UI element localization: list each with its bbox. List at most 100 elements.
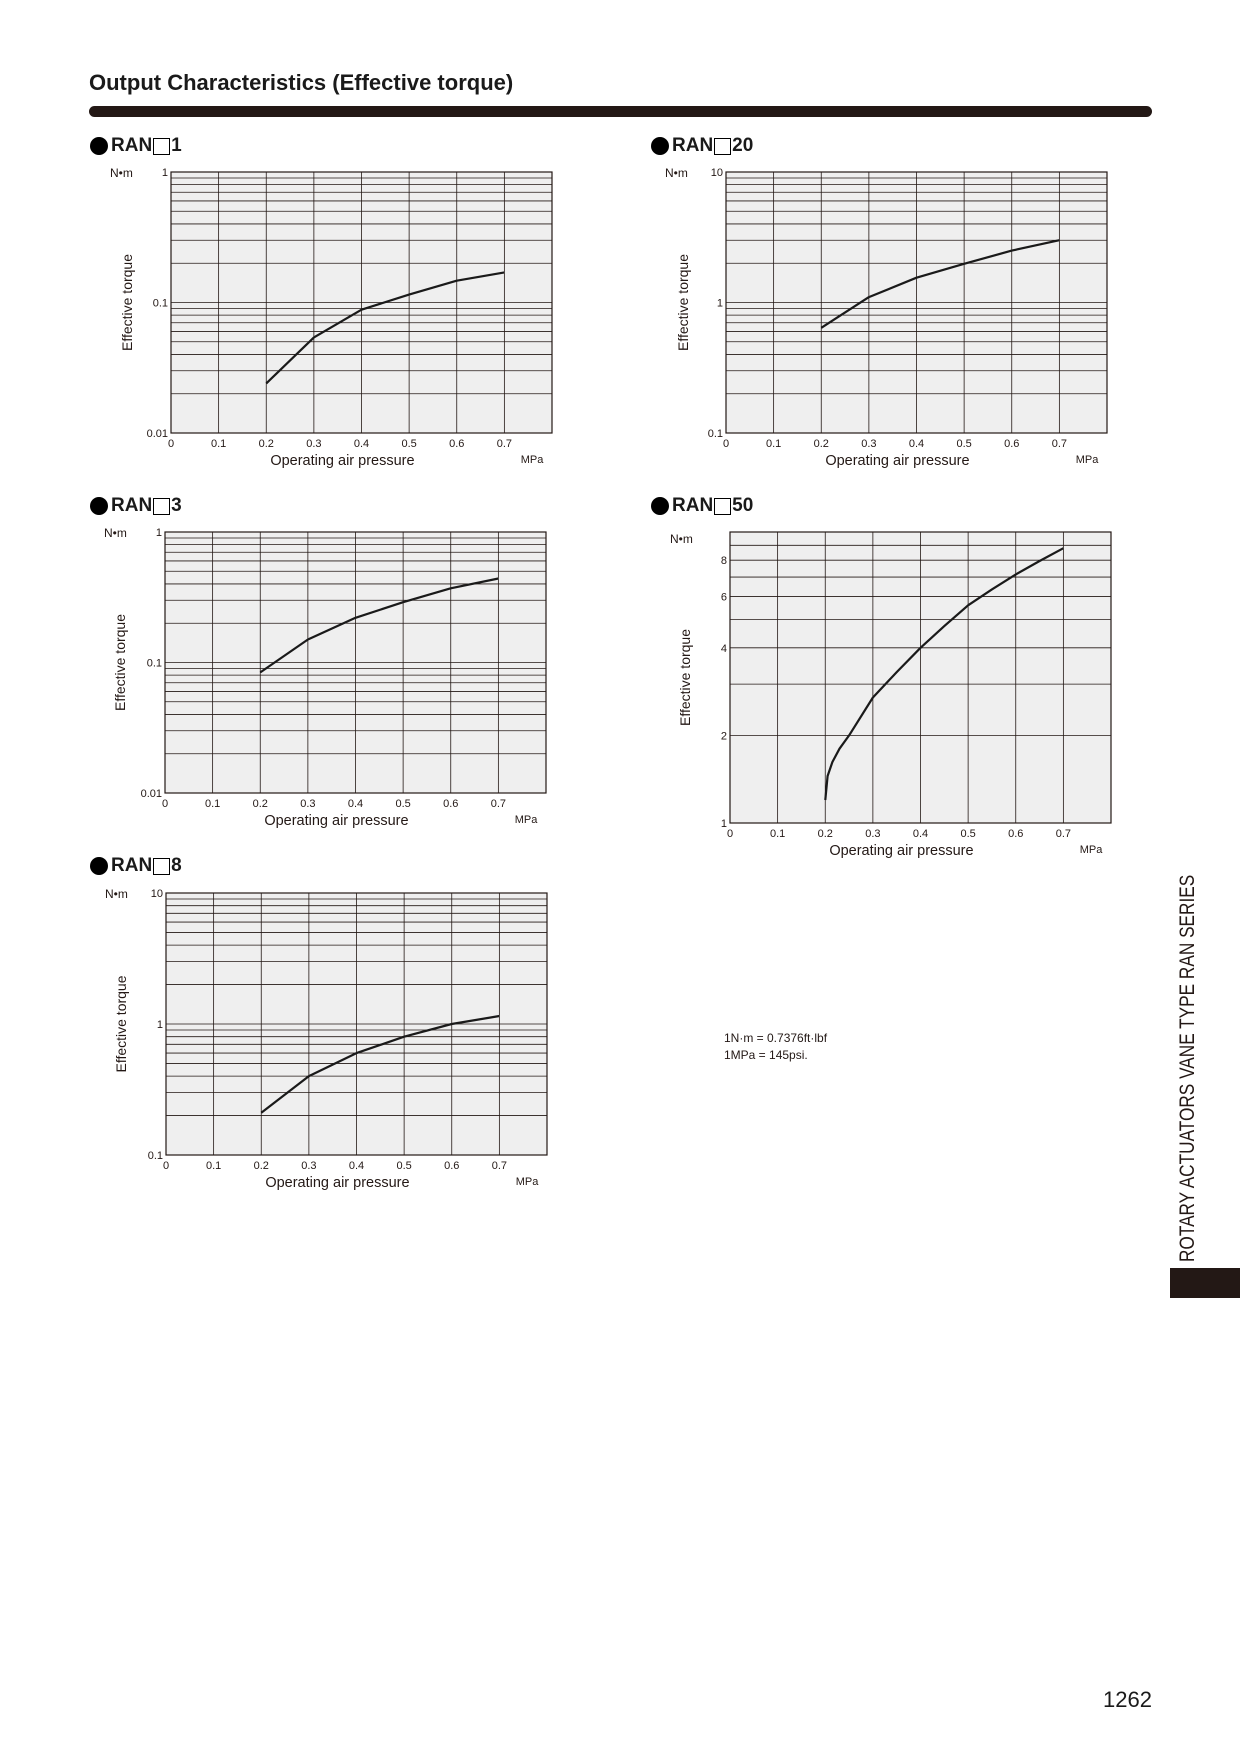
model-size: 3 (171, 495, 182, 516)
y-axis-label: Effective torque (119, 254, 135, 351)
x-tick-label: 0.4 (348, 798, 363, 810)
y-tick-label: 0.1 (148, 1150, 163, 1162)
y-tick-label: 10 (711, 167, 723, 179)
model-prefix: RAN (672, 495, 714, 516)
y-tick-label: 0.01 (141, 788, 162, 800)
y-tick-label: 0.1 (147, 658, 162, 670)
x-axis-label: Operating air pressure (264, 813, 408, 829)
x-unit-label: MPa (521, 454, 545, 466)
torque-curve (260, 1014, 500, 1114)
x-tick-label: 0.2 (814, 438, 829, 450)
x-tick-label: 0.7 (1052, 438, 1067, 450)
x-tick-label: 0.4 (349, 1160, 364, 1172)
y-tick-label: 10 (151, 888, 163, 900)
chart-heading: RAN 3 (90, 495, 182, 517)
model-size: 8 (171, 855, 182, 876)
torque-curve (265, 271, 505, 385)
series-side-label: ROTARY ACTUATORS VANE TYPE RAN SERIES (1176, 874, 1199, 1262)
y-tick-label: 1 (156, 527, 162, 539)
y-axis-label: Effective torque (113, 975, 129, 1072)
x-tick-label: 0.1 (205, 798, 220, 810)
x-tick-label: 0.6 (1008, 828, 1023, 840)
x-tick-label: 0.5 (401, 438, 416, 450)
x-tick-label: 0 (727, 828, 733, 840)
bullet-icon (90, 137, 108, 155)
model-prefix: RAN (111, 135, 153, 156)
x-tick-label: 0.4 (909, 438, 924, 450)
variant-box-icon (153, 497, 171, 515)
y-tick-label: 1 (721, 818, 727, 830)
y-tick-label: 8 (721, 555, 727, 567)
page-number: 1262 (1103, 1687, 1152, 1712)
x-tick-label: 0 (162, 798, 168, 810)
x-tick-label: 0.6 (444, 1160, 459, 1172)
bullet-icon (651, 137, 669, 155)
x-tick-label: 0 (168, 438, 174, 450)
y-tick-label: 1 (162, 167, 168, 179)
y-tick-label: 0.1 (708, 428, 723, 440)
x-tick-label: 0.3 (300, 798, 315, 810)
x-gridlines (212, 532, 499, 793)
y-tick-label: 2 (721, 730, 727, 742)
model-size: 1 (171, 135, 182, 156)
x-axis-label: Operating air pressure (829, 843, 973, 859)
x-tick-label: 0.2 (818, 828, 833, 840)
x-tick-label: 0.3 (301, 1160, 316, 1172)
bullet-icon (651, 497, 669, 515)
y-axis-label: Effective torque (677, 629, 693, 726)
chart-heading: RAN 1 (90, 135, 182, 157)
torque-curve (259, 577, 499, 674)
variant-box-icon (153, 857, 171, 875)
torque-curve (824, 547, 1064, 801)
chart-heading: RAN 50 (651, 495, 753, 517)
x-tick-label: 0.7 (491, 798, 506, 810)
x-tick-label: 0 (723, 438, 729, 450)
torque-curve (820, 239, 1060, 329)
y-unit-label: N•m (105, 887, 128, 901)
y-unit-label: N•m (665, 166, 688, 180)
y-tick-label: 1 (157, 1019, 163, 1031)
y-tick-label: 6 (721, 592, 727, 604)
y-axis-label: Effective torque (112, 614, 128, 711)
x-gridlines (773, 172, 1060, 433)
x-tick-label: 0.3 (865, 828, 880, 840)
x-tick-label: 0.4 (354, 438, 369, 450)
x-tick-label: 0.6 (449, 438, 464, 450)
x-tick-label: 0.5 (395, 798, 410, 810)
x-gridlines (777, 532, 1064, 823)
y-tick-label: 4 (721, 643, 727, 655)
x-tick-label: 0.3 (306, 438, 321, 450)
x-tick-label: 0.1 (211, 438, 226, 450)
x-tick-label: 0.2 (253, 798, 268, 810)
y-unit-label: N•m (110, 166, 133, 180)
x-gridlines (218, 172, 505, 433)
chart-heading: RAN 20 (651, 135, 753, 157)
page-title: Output Characteristics (Effective torque… (89, 70, 514, 95)
x-tick-label: 0.5 (960, 828, 975, 840)
x-axis-label: Operating air pressure (265, 1175, 409, 1191)
x-tick-label: 0.5 (396, 1160, 411, 1172)
x-tick-label: 0.4 (913, 828, 928, 840)
y-tick-label: 1 (717, 298, 723, 310)
x-tick-label: 0.2 (254, 1160, 269, 1172)
model-prefix: RAN (111, 495, 153, 516)
y-unit-label: N•m (104, 526, 127, 540)
x-tick-label: 0.1 (206, 1160, 221, 1172)
x-tick-label: 0.6 (1004, 438, 1019, 450)
x-tick-label: 0 (163, 1160, 169, 1172)
x-tick-label: 0.6 (443, 798, 458, 810)
model-size: 50 (732, 495, 754, 516)
y-unit-label: N•m (670, 532, 693, 546)
x-tick-label: 0.2 (259, 438, 274, 450)
x-tick-label: 0.3 (861, 438, 876, 450)
side-tab-marker (1170, 1268, 1240, 1298)
x-tick-label: 0.7 (1056, 828, 1071, 840)
x-axis-label: Operating air pressure (825, 453, 969, 469)
y-tick-label: 0.1 (153, 298, 168, 310)
x-tick-label: 0.1 (770, 828, 785, 840)
y-tick-label: 0.01 (147, 428, 168, 440)
